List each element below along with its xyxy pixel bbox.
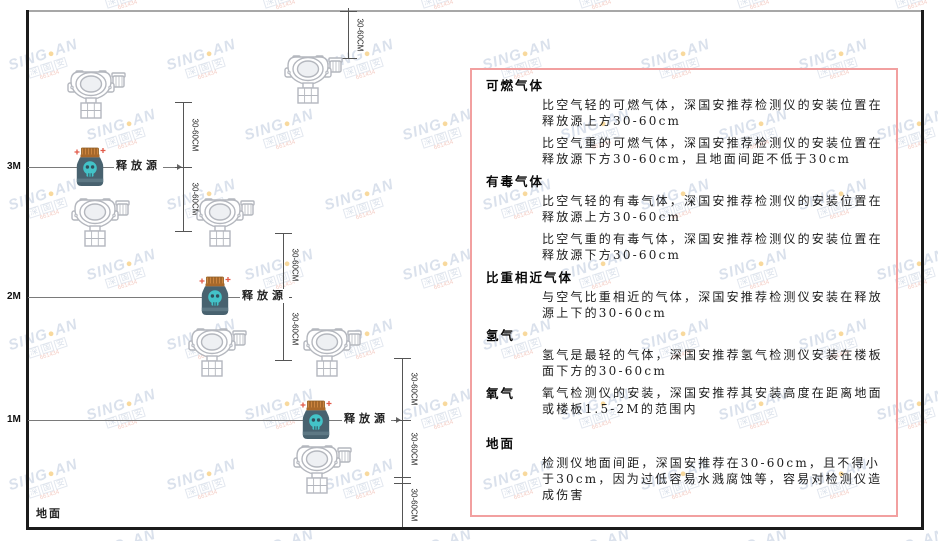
wall-line-left: [26, 10, 29, 529]
dimension-label: 30-60CM: [290, 311, 300, 346]
gas-detector: [188, 326, 248, 378]
gas-detector-icon: [188, 328, 247, 377]
section-heading: 可燃气体: [486, 78, 545, 93]
section-paragraph: 比空气重的有毒气体，深国安推荐检测仪的安装位置在释放源下方30-60cm: [542, 232, 883, 262]
level-line-3m: [28, 167, 183, 168]
dimension-tick: [394, 477, 411, 478]
dimension-tick: [275, 360, 292, 361]
panel-section: 氧气 氧气检测仪的安装，深国安推荐其安装高度在距离地面或楼板1.5-2M的范围内: [486, 385, 886, 423]
dimension-label: 30-60CM: [190, 117, 200, 152]
info-panel: 可燃气体比空气轻的可燃气体，深国安推荐检测仪的安装位置在释放源上方30-60cm…: [470, 68, 898, 517]
dimension-tick: [394, 420, 411, 421]
section-paragraph: 氢气是最轻的气体，深国安推荐氢气检测仪安装在楼板面下方的30-60cm: [542, 348, 883, 378]
section-heading: 地面: [486, 436, 516, 451]
gas-detector: [67, 68, 127, 120]
section-paragraph: 检测仪地面间距，深国安推荐在30-60cm，且不得小于30cm，因为过低容易水溅…: [542, 456, 883, 502]
axis-label-3m: 3M: [7, 161, 21, 172]
dimension-tick: [275, 233, 292, 234]
ceiling-line: [28, 10, 923, 12]
release-source-label: 释放源: [114, 159, 163, 173]
level-line-1m: [28, 420, 402, 421]
dimension-tick: [175, 102, 192, 103]
gas-detector: [284, 53, 344, 105]
gas-detector: [71, 196, 131, 248]
dimension-tick: [175, 231, 192, 232]
release-source-icon: [199, 276, 231, 315]
dimension-tick: [394, 483, 411, 484]
dimension-label: 30-60CM: [290, 247, 300, 283]
ground-line: [26, 527, 924, 530]
panel-section: 比重相近气体与空气比重相近的气体，深国安推荐检测仪安装在释放源上下的30-60c…: [486, 269, 886, 321]
section-paragraph: 氧气检测仪的安装，深国安推荐其安装高度在距离地面或楼板1.5-2M的范围内: [542, 386, 883, 416]
gas-detector: [293, 443, 353, 495]
gas-detector: [196, 196, 256, 248]
gas-detector: [303, 326, 363, 378]
panel-section: 有毒气体比空气轻的有毒气体，深国安推荐检测仪的安装位置在释放源上方30-60cm…: [486, 173, 886, 263]
axis-label-2m: 2M: [7, 291, 21, 302]
wall-line-right: [921, 10, 924, 529]
gas-detector-icon: [67, 70, 126, 119]
panel-section: 可燃气体比空气轻的可燃气体，深国安推荐检测仪的安装位置在释放源上方30-60cm…: [486, 77, 886, 167]
gas-detector-icon: [71, 198, 130, 247]
dimension-tick: [340, 58, 357, 59]
gas-detector-icon: [196, 198, 255, 247]
dimension-tick: [340, 11, 357, 12]
dimension-tick: [394, 358, 411, 359]
panel-section: 地面检测仪地面间距，深国安推荐在30-60cm，且不得小于30cm，因为过低容易…: [486, 435, 886, 503]
release-source: [298, 399, 334, 441]
section-paragraph: 与空气比重相近的气体，深国安推荐检测仪安装在释放源上下的30-60cm: [542, 290, 883, 320]
axis-label-1m: 1M: [7, 414, 21, 425]
release-source: [197, 275, 233, 317]
section-heading: 氧气: [486, 386, 516, 401]
release-source: [72, 146, 108, 188]
dimension-line-4: [402, 358, 403, 527]
gas-detector-icon: [293, 445, 352, 494]
dimension-label: 30-60CM: [355, 17, 365, 52]
release-source-label: 释放源: [240, 289, 289, 303]
dimension-label: 30-60CM: [409, 371, 419, 407]
section-heading: 比重相近气体: [486, 270, 574, 285]
dimension-label: 30-60CM: [409, 487, 419, 523]
release-source-label: 释放源: [342, 412, 391, 426]
panel-section: 氢气氢气是最轻的气体，深国安推荐氢气检测仪安装在楼板面下方的30-60cm: [486, 327, 886, 379]
gas-detector-icon: [284, 55, 343, 104]
release-source-icon: [74, 147, 106, 186]
section-paragraph: 比空气轻的可燃气体，深国安推荐检测仪的安装位置在释放源上方30-60cm: [542, 98, 883, 128]
dimension-line-2: [183, 102, 184, 231]
release-source-icon: [300, 400, 332, 439]
level-line-2m: [28, 297, 283, 298]
dimension-tick: [175, 167, 192, 168]
section-heading: 有毒气体: [486, 174, 545, 189]
gas-detector-icon: [303, 328, 362, 377]
dimension-line-1: [348, 8, 349, 58]
ground-label: 地面: [36, 507, 62, 520]
dimension-label: 30-60CM: [409, 431, 419, 466]
section-paragraph: 比空气轻的有毒气体，深国安推荐检测仪的安装位置在释放源上方30-60cm: [542, 194, 883, 224]
section-heading: 氢气: [486, 328, 516, 343]
section-paragraph: 比空气重的可燃气体，深国安推荐检测仪的安装位置在释放源下方30-60cm，且地面…: [542, 136, 883, 166]
